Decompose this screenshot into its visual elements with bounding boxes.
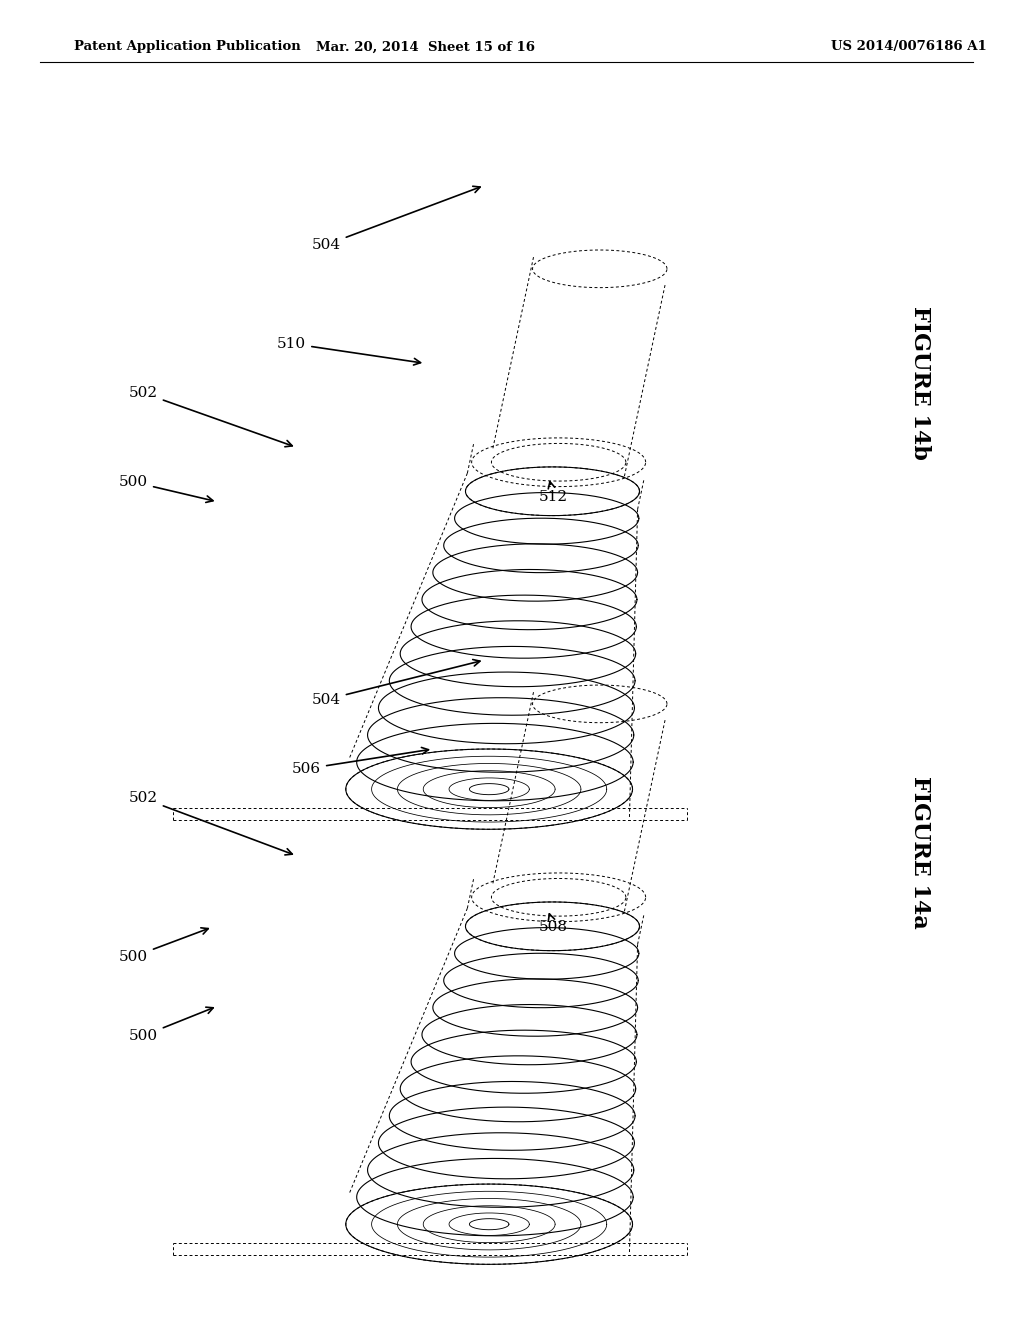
Text: 500: 500 <box>119 475 213 503</box>
Text: FIGURE 14b: FIGURE 14b <box>908 306 931 461</box>
Text: 508: 508 <box>540 913 568 935</box>
Text: 500: 500 <box>119 928 208 964</box>
Text: FIGURE 14a: FIGURE 14a <box>908 776 931 929</box>
Text: 500: 500 <box>129 1007 213 1043</box>
Text: Mar. 20, 2014  Sheet 15 of 16: Mar. 20, 2014 Sheet 15 of 16 <box>315 41 535 54</box>
Text: 502: 502 <box>129 385 292 446</box>
Text: 504: 504 <box>311 186 480 252</box>
Text: US 2014/0076186 A1: US 2014/0076186 A1 <box>830 41 986 54</box>
Text: Patent Application Publication: Patent Application Publication <box>74 41 301 54</box>
Text: 502: 502 <box>129 792 292 855</box>
Text: 504: 504 <box>311 660 480 706</box>
Text: 506: 506 <box>292 747 428 776</box>
Text: 512: 512 <box>540 482 568 504</box>
Text: 510: 510 <box>278 337 421 366</box>
